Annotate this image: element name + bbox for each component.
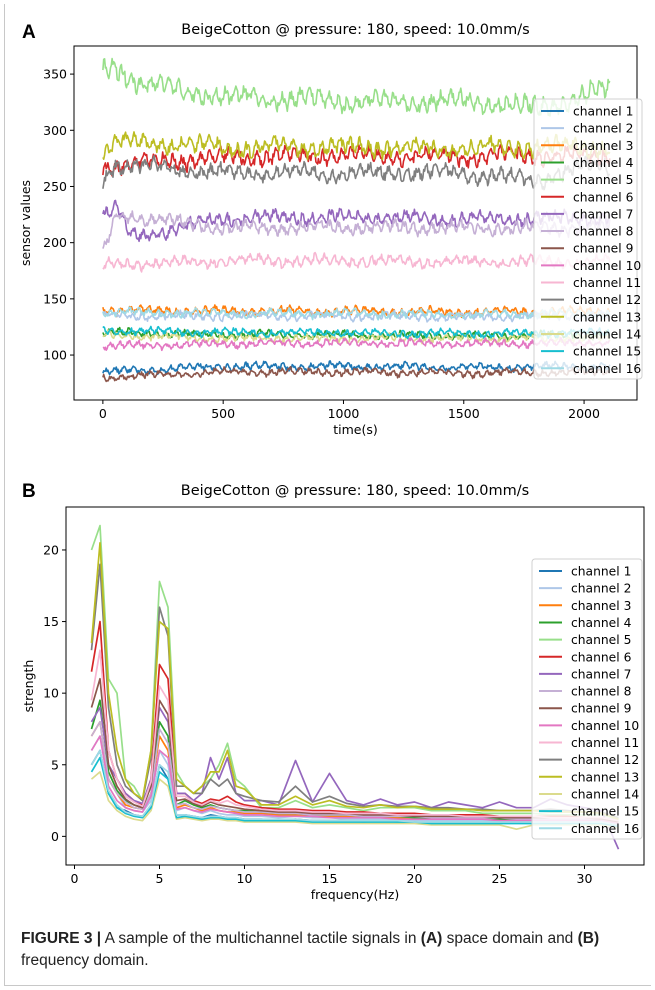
y-tick-label: 5 [51,757,59,772]
legend-entry: channel 9 [573,242,633,256]
legend-entry: channel 3 [573,139,633,153]
legend-entry: channel 11 [571,736,639,750]
legend-entry: channel 8 [571,685,631,699]
series-line [102,365,611,383]
series-line [102,336,611,352]
series-line [102,304,611,319]
legend-entry: channel 13 [571,770,639,784]
x-tick-label: 500 [211,406,235,421]
legend-entry: channel 12 [571,753,639,767]
legend-entry: channel 6 [573,190,634,204]
legend-entry: channel 9 [571,702,631,716]
legend-entry: channel 10 [571,719,639,733]
legend-entry: channel 10 [573,259,641,273]
legend-entry: channel 15 [571,805,639,819]
series-line [102,154,611,191]
legend-entry: channel 16 [573,362,641,376]
chart-b-frequency-domain: BeigeCotton @ pressure: 180, speed: 10.0… [21,483,645,902]
legend-entry: channel 14 [571,787,639,801]
chart-a-time-domain: BeigeCotton @ pressure: 180, speed: 10.0… [18,22,643,437]
series-line [102,210,611,249]
x-tick-label: 0 [99,406,107,421]
legend-entry: channel 4 [573,156,634,170]
y-tick-label: 250 [43,179,67,194]
legend-entry: channel 13 [573,310,641,324]
legend-entry: channel 8 [573,225,633,239]
series-line [102,57,611,117]
x-tick-label: 10 [237,871,253,886]
chart-title: BeigeCotton @ pressure: 180, speed: 10.0… [181,22,529,38]
caption-bold-b: (B) [577,930,600,947]
caption-text-3: frequency domain. [21,952,149,969]
y-tick-label: 10 [43,686,59,701]
series-line [90,749,619,826]
legend-entry: channel 2 [571,582,631,596]
series-line [90,735,619,825]
x-tick-label: 2000 [568,406,600,421]
series-line [102,326,611,341]
legend-entry: channel 11 [573,276,641,290]
x-tick-label: 5 [156,871,164,886]
x-tick-label: 1500 [448,406,480,421]
series-line [90,677,619,823]
legend-entry: channel 3 [571,599,631,613]
x-tick-label: 30 [577,871,593,886]
y-tick-label: 150 [43,291,67,306]
legend-entry: channel 4 [571,616,632,630]
legend-entry: channel 1 [571,565,631,579]
legend-entry: channel 16 [571,822,639,836]
series-line [102,325,610,340]
caption-text-1: A sample of the multichannel tactile sig… [101,930,421,947]
caption-bold-a: (A) [420,930,443,947]
series-line [102,251,611,273]
y-tick-label: 350 [43,67,67,82]
series-line [102,360,611,376]
y-tick-label: 200 [43,235,67,250]
series-line [90,771,619,831]
legend-entry: channel 5 [571,633,631,647]
series-line [90,756,619,828]
x-tick-label: 20 [407,871,423,886]
legend-entry: channel 2 [573,122,633,136]
y-axis-label: sensor values [18,180,33,266]
x-tick-label: 1000 [328,406,360,421]
caption-text-2: space domain and [442,930,578,947]
x-axis-label: frequency(Hz) [311,887,399,902]
y-tick-label: 300 [43,123,67,138]
legend-entry: channel 5 [573,173,633,187]
panel-b-letter: B [22,481,36,502]
figure-caption: FIGURE 3 | A sample of the multichannel … [21,928,641,972]
series-line [102,306,611,321]
legend-entry: channel 14 [573,327,641,341]
y-axis-label: strength [21,660,36,713]
chart-title: BeigeCotton @ pressure: 180, speed: 10.0… [181,483,529,499]
legend-box [533,98,643,380]
y-tick-label: 15 [43,614,59,629]
x-axis-label: time(s) [333,422,378,437]
legend-entry: channel 12 [573,293,641,307]
series-line [102,131,611,161]
x-tick-label: 25 [492,871,508,886]
legend-entry: channel 15 [573,345,641,359]
legend-box [531,558,643,840]
y-tick-label: 20 [43,542,59,557]
caption-label: FIGURE 3 | [21,930,102,947]
series-line [90,649,619,822]
figure-frame [4,4,651,986]
panel-a-letter: A [22,22,36,43]
y-tick-label: 100 [43,348,67,363]
legend-entry: channel 7 [571,667,631,681]
series-line [90,541,619,821]
legend-entry: channel 1 [573,105,633,119]
legend-entry: channel 6 [571,650,632,664]
x-tick-label: 0 [71,871,79,886]
series-line [102,143,611,177]
x-tick-label: 15 [322,871,338,886]
plot-frame [65,506,645,866]
legend-entry: channel 7 [573,207,633,221]
y-tick-label: 0 [51,829,59,844]
